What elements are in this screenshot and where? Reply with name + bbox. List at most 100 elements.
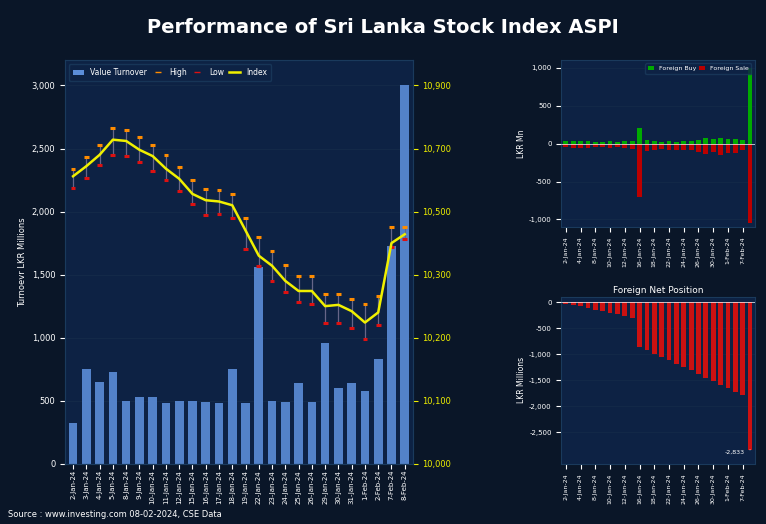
Bar xyxy=(689,141,693,144)
Bar xyxy=(703,144,709,154)
Bar xyxy=(615,302,620,314)
Bar xyxy=(175,401,184,464)
Bar xyxy=(607,144,613,148)
Bar xyxy=(740,140,745,144)
Bar xyxy=(652,144,656,150)
Bar xyxy=(268,401,277,464)
Bar xyxy=(593,141,597,144)
Bar xyxy=(674,302,679,364)
Bar xyxy=(689,144,693,150)
Bar xyxy=(241,403,250,464)
Bar xyxy=(740,302,745,396)
Bar xyxy=(733,139,738,144)
Bar xyxy=(703,138,709,144)
Bar xyxy=(644,140,650,144)
Bar xyxy=(607,141,613,144)
Bar xyxy=(149,397,157,464)
Text: Source : www.investing.com 08-02-2024, CSE Data: Source : www.investing.com 08-02-2024, C… xyxy=(8,510,221,519)
Bar xyxy=(585,141,591,144)
Bar xyxy=(585,302,591,308)
Bar xyxy=(201,402,210,464)
Legend: Value Turnover, High, Low, Index: Value Turnover, High, Low, Index xyxy=(69,64,271,81)
Bar xyxy=(135,397,144,464)
Bar xyxy=(637,144,642,196)
Bar xyxy=(660,144,664,149)
Bar xyxy=(637,302,642,346)
Bar xyxy=(711,139,715,144)
Bar xyxy=(666,141,672,144)
Legend: Foreign Buy, Foreign Sale: Foreign Buy, Foreign Sale xyxy=(645,63,751,74)
Bar xyxy=(228,369,237,464)
Bar xyxy=(637,128,642,144)
Bar xyxy=(711,144,715,152)
Bar xyxy=(696,140,701,144)
Bar xyxy=(122,401,130,464)
Bar xyxy=(719,138,723,144)
Bar xyxy=(69,423,77,464)
Bar xyxy=(347,383,356,464)
Bar xyxy=(660,141,664,144)
Bar xyxy=(607,302,613,313)
Bar xyxy=(294,383,303,464)
Bar xyxy=(666,302,672,361)
Bar xyxy=(674,144,679,150)
Y-axis label: Turnoevr LKR Millions: Turnoevr LKR Millions xyxy=(18,217,28,307)
Bar xyxy=(630,144,634,148)
Bar xyxy=(564,144,568,147)
Bar xyxy=(711,302,715,381)
Bar xyxy=(188,401,197,464)
Bar xyxy=(95,382,104,464)
Bar xyxy=(666,144,672,150)
Bar xyxy=(571,302,575,305)
Bar xyxy=(593,144,597,147)
Bar xyxy=(681,302,686,367)
Bar xyxy=(644,144,650,151)
Bar xyxy=(281,402,290,464)
Bar xyxy=(689,302,693,370)
Text: Performance of Sri Lanka Stock Index ASPI: Performance of Sri Lanka Stock Index ASP… xyxy=(147,18,619,37)
Bar xyxy=(630,140,634,144)
Bar xyxy=(660,302,664,357)
Bar xyxy=(733,144,738,152)
Bar xyxy=(623,141,627,144)
Bar xyxy=(601,302,605,311)
Bar xyxy=(321,343,329,464)
Bar xyxy=(748,68,752,144)
Bar xyxy=(601,144,605,147)
Bar xyxy=(674,141,679,144)
Bar xyxy=(696,302,701,374)
Bar xyxy=(578,141,583,144)
Bar xyxy=(696,144,701,152)
Title: Foreign Net Position: Foreign Net Position xyxy=(613,286,703,295)
Bar xyxy=(630,302,634,319)
Bar xyxy=(162,403,170,464)
Bar xyxy=(578,302,583,307)
Bar xyxy=(387,246,396,464)
Bar xyxy=(254,267,263,464)
Bar xyxy=(681,141,686,144)
Bar xyxy=(615,141,620,144)
Bar xyxy=(374,359,382,464)
Bar xyxy=(652,141,656,144)
Bar xyxy=(571,144,575,148)
Bar xyxy=(623,144,627,148)
Bar xyxy=(564,302,568,303)
Bar xyxy=(585,144,591,148)
Bar xyxy=(615,144,620,147)
Bar xyxy=(308,402,316,464)
Bar xyxy=(214,403,224,464)
Bar xyxy=(361,390,369,464)
Bar xyxy=(725,139,730,144)
Bar xyxy=(109,372,117,464)
Bar xyxy=(719,144,723,155)
Bar xyxy=(593,302,597,310)
Text: -2,833: -2,833 xyxy=(725,449,750,454)
Bar xyxy=(644,302,650,350)
Bar xyxy=(334,388,342,464)
Bar xyxy=(748,144,752,223)
Bar xyxy=(733,302,738,392)
Bar xyxy=(703,302,709,378)
Bar xyxy=(623,302,627,316)
Bar xyxy=(725,302,730,388)
Bar xyxy=(578,144,583,148)
